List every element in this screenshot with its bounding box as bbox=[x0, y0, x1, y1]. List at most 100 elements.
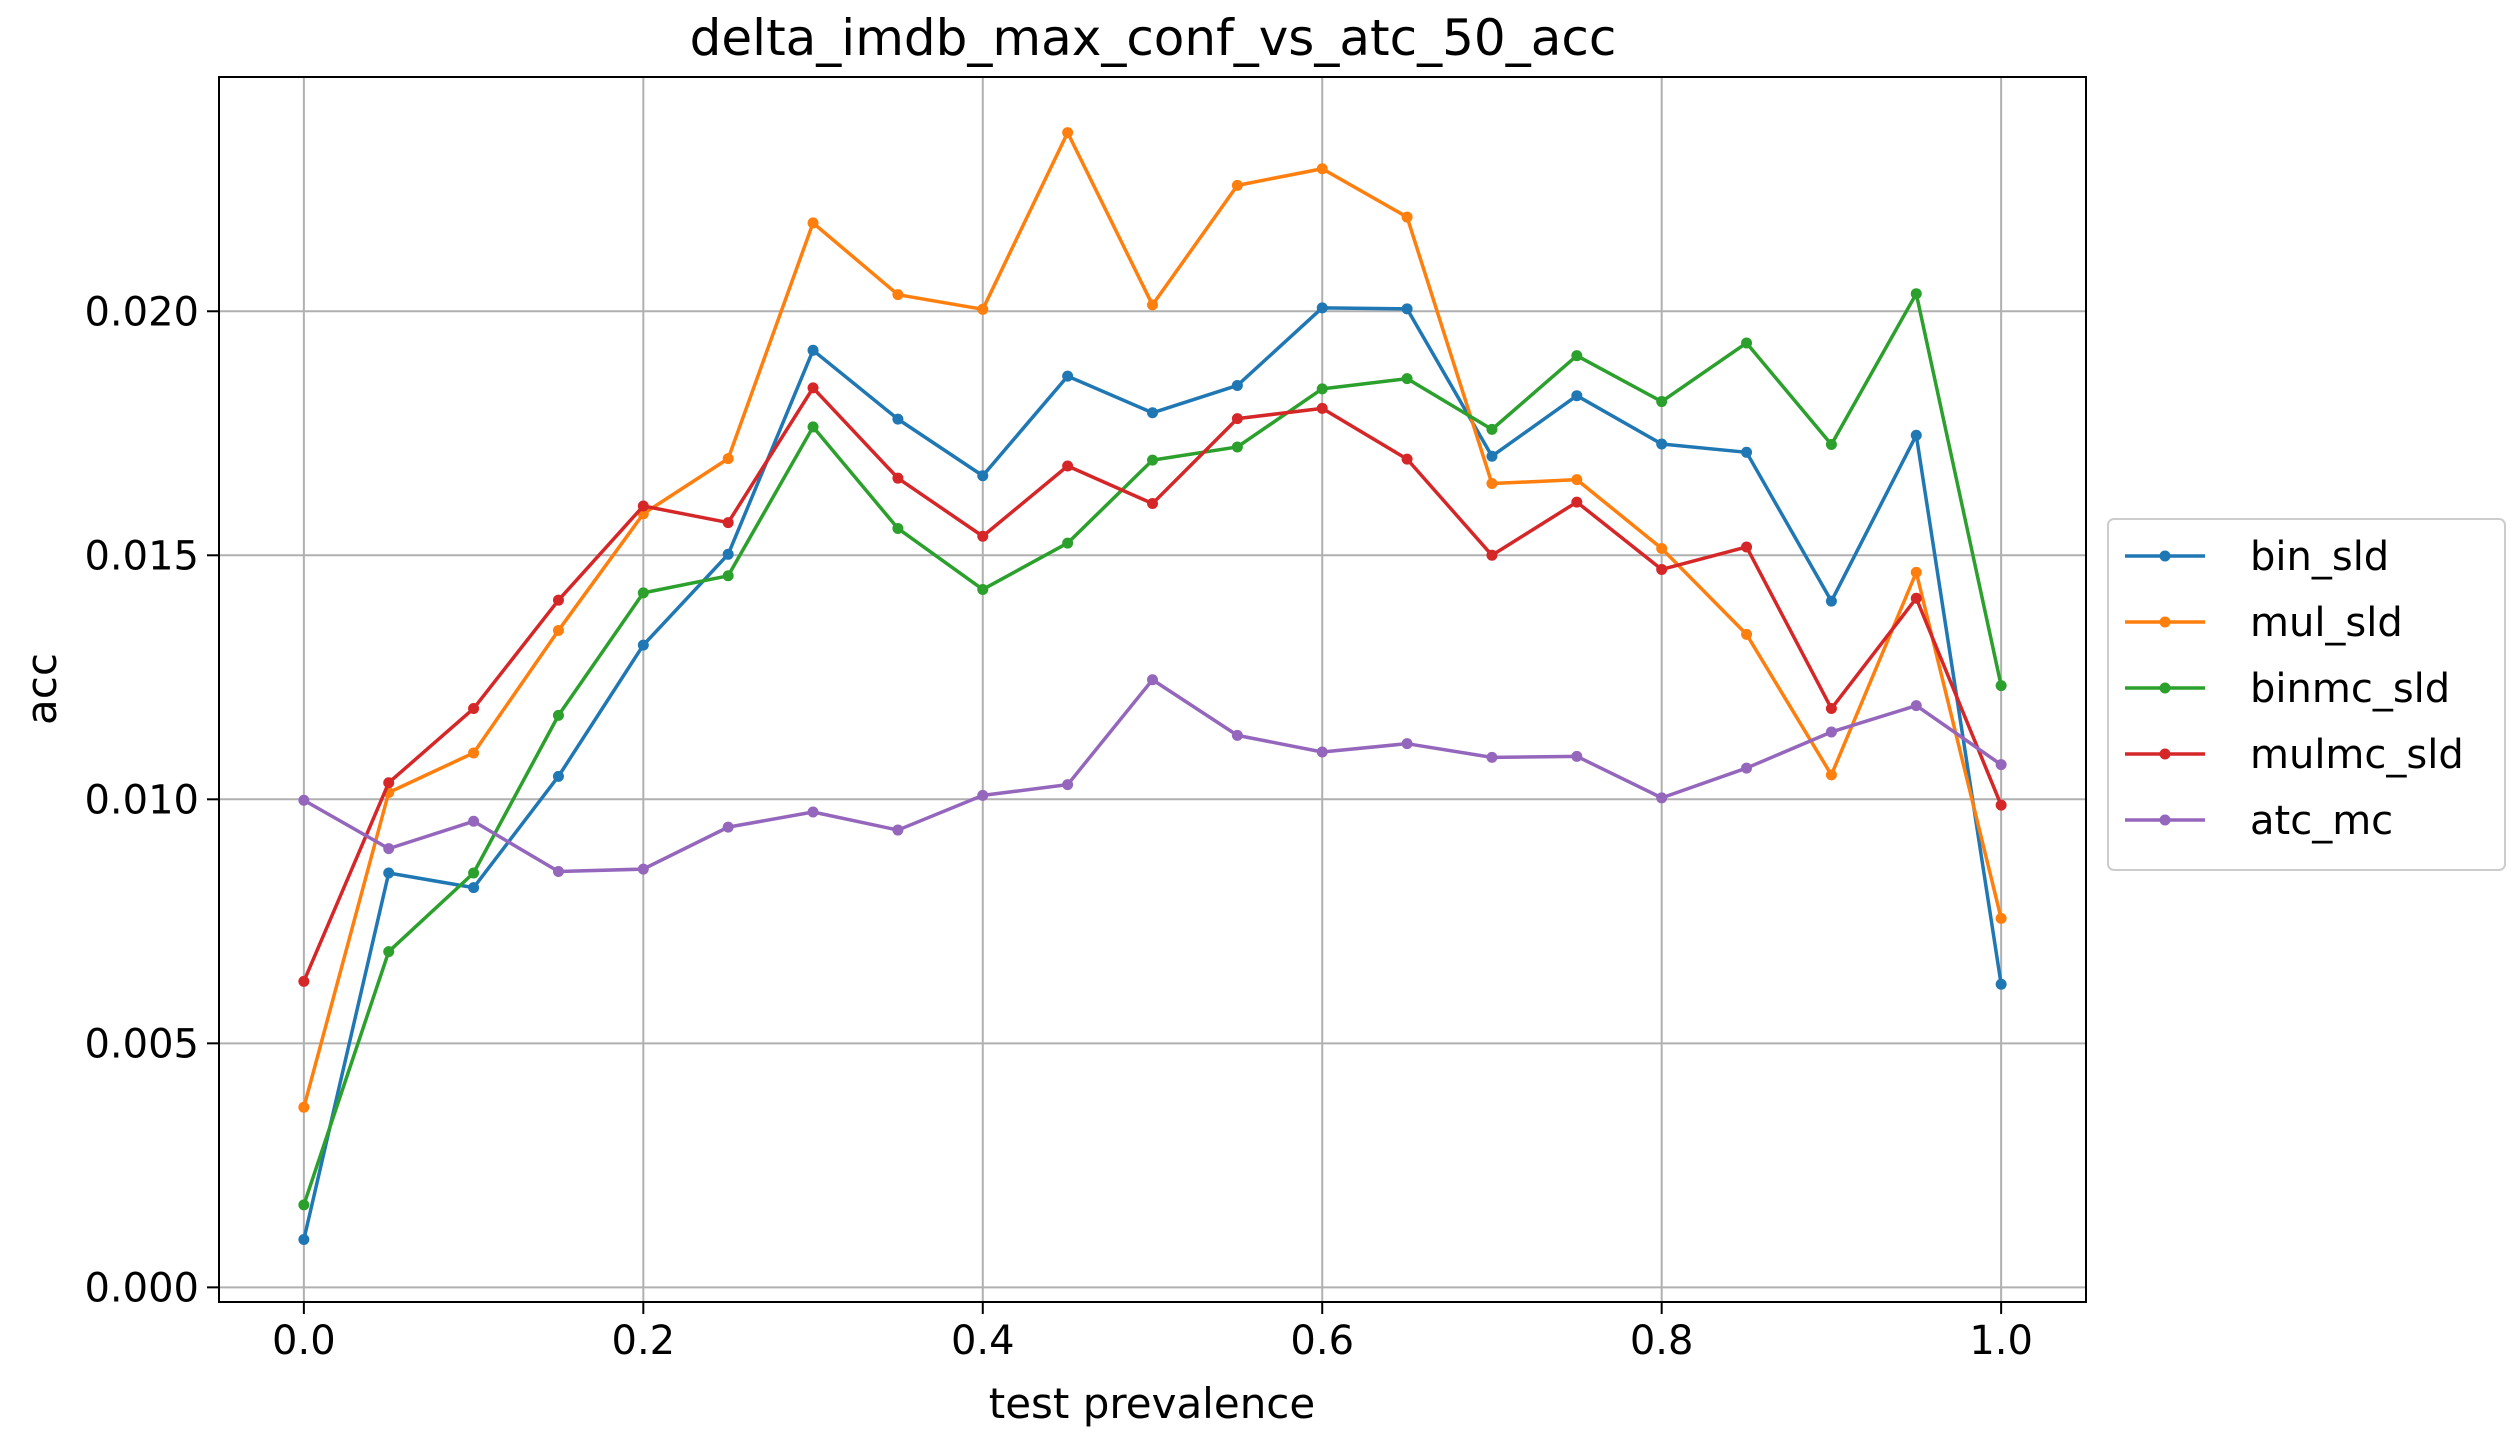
data-point-binmc_sld bbox=[722, 570, 734, 582]
data-point-binmc_sld bbox=[637, 587, 649, 599]
data-point-bin_sld bbox=[1571, 390, 1583, 402]
data-point-bin_sld bbox=[722, 548, 734, 560]
data-point-bin_sld bbox=[468, 882, 480, 894]
series-binmc_sld bbox=[298, 288, 2007, 1211]
data-point-bin_sld bbox=[1316, 302, 1328, 314]
grid-lines bbox=[219, 77, 2086, 1302]
data-point-bin_sld bbox=[1825, 595, 1837, 607]
legend-item-mul_sld: mul_sld bbox=[2125, 600, 2403, 646]
data-point-bin_sld bbox=[1995, 978, 2007, 990]
data-point-atc_mc bbox=[637, 863, 649, 875]
data-point-mulmc_sld bbox=[1147, 498, 1158, 510]
data-point-atc_mc bbox=[1231, 729, 1243, 741]
data-point-binmc_sld bbox=[1910, 288, 1922, 300]
legend-label-bin_sld: bin_sld bbox=[2250, 534, 2389, 580]
data-point-mulmc_sld bbox=[892, 472, 904, 484]
legend-marker-bin_sld bbox=[2159, 550, 2171, 562]
series-lines bbox=[298, 127, 2007, 1246]
data-point-mul_sld bbox=[1486, 478, 1498, 490]
x-tick-label: 0.0 bbox=[272, 1318, 336, 1364]
data-point-mulmc_sld bbox=[1062, 460, 1074, 472]
legend-item-atc_mc: atc_mc bbox=[2125, 798, 2393, 844]
data-point-mul_sld bbox=[1316, 163, 1328, 175]
legend-label-atc_mc: atc_mc bbox=[2250, 798, 2393, 844]
legend-item-bin_sld: bin_sld bbox=[2125, 534, 2389, 580]
data-point-mul_sld bbox=[807, 217, 819, 229]
data-point-mul_sld bbox=[1571, 474, 1583, 486]
legend-marker-binmc_sld bbox=[2159, 682, 2171, 694]
data-point-mul_sld bbox=[1401, 211, 1413, 223]
data-point-binmc_sld bbox=[892, 522, 904, 534]
data-point-mulmc_sld bbox=[468, 703, 480, 715]
series-mulmc_sld bbox=[298, 382, 2007, 987]
data-point-binmc_sld bbox=[977, 583, 989, 595]
data-point-binmc_sld bbox=[468, 867, 480, 879]
data-point-bin_sld bbox=[298, 1234, 310, 1246]
data-point-mulmc_sld bbox=[383, 777, 395, 789]
axes: 0.0 0.2 0.4 0.6 0.8 1.0 0.000 0.005 0.010 0.015 0.… bbox=[84, 289, 2032, 1364]
legend-item-mulmc_sld: mulmc_sld bbox=[2125, 732, 2464, 778]
data-point-atc_mc bbox=[468, 815, 480, 827]
legend-marker-atc_mc bbox=[2159, 814, 2171, 826]
data-point-mul_sld bbox=[892, 289, 904, 301]
data-point-binmc_sld bbox=[1147, 454, 1158, 466]
data-point-binmc_sld bbox=[1401, 373, 1413, 385]
data-point-mulmc_sld bbox=[298, 975, 310, 987]
data-point-atc_mc bbox=[1486, 751, 1498, 763]
data-point-mulmc_sld bbox=[637, 500, 649, 512]
data-point-atc_mc bbox=[552, 866, 564, 878]
x-tick-label: 0.2 bbox=[612, 1318, 676, 1364]
data-point-atc_mc bbox=[977, 789, 989, 801]
data-point-mulmc_sld bbox=[807, 382, 819, 394]
x-tick-label: 0.4 bbox=[951, 1318, 1015, 1364]
legend-item-binmc_sld: binmc_sld bbox=[2125, 666, 2450, 712]
legend-marker-mulmc_sld bbox=[2159, 748, 2171, 760]
data-point-atc_mc bbox=[1825, 726, 1837, 738]
data-point-bin_sld bbox=[1656, 438, 1668, 450]
data-point-binmc_sld bbox=[807, 421, 819, 433]
x-axis-label: test prevalence bbox=[989, 1379, 1316, 1428]
data-point-atc_mc bbox=[722, 821, 734, 833]
data-point-bin_sld bbox=[1741, 446, 1753, 458]
legend-label-mulmc_sld: mulmc_sld bbox=[2250, 732, 2464, 778]
data-point-mulmc_sld bbox=[1316, 402, 1328, 414]
data-point-mulmc_sld bbox=[1656, 563, 1668, 575]
data-point-binmc_sld bbox=[552, 709, 564, 721]
data-point-bin_sld bbox=[807, 344, 819, 356]
data-point-mul_sld bbox=[298, 1101, 310, 1113]
data-point-bin_sld bbox=[1910, 429, 1922, 441]
data-point-mul_sld bbox=[1741, 628, 1753, 640]
y-tick-label: 0.000 bbox=[84, 1265, 199, 1311]
x-tick-label: 0.8 bbox=[1630, 1318, 1694, 1364]
data-point-mulmc_sld bbox=[977, 530, 989, 542]
x-tick-label: 0.6 bbox=[1290, 1318, 1354, 1364]
data-point-mulmc_sld bbox=[722, 517, 734, 529]
data-point-mul_sld bbox=[468, 747, 480, 759]
y-tick-label: 0.015 bbox=[84, 533, 199, 579]
data-point-binmc_sld bbox=[298, 1199, 310, 1211]
data-point-binmc_sld bbox=[1656, 396, 1668, 408]
data-point-mulmc_sld bbox=[1995, 799, 2007, 811]
data-point-mul_sld bbox=[552, 624, 564, 636]
data-point-mul_sld bbox=[1231, 179, 1243, 191]
legend-label-binmc_sld: binmc_sld bbox=[2250, 666, 2450, 712]
data-point-atc_mc bbox=[1741, 762, 1753, 774]
data-point-atc_mc bbox=[1062, 779, 1074, 791]
data-point-mul_sld bbox=[722, 453, 734, 465]
data-point-binmc_sld bbox=[1062, 537, 1074, 549]
data-point-binmc_sld bbox=[1571, 350, 1583, 362]
data-point-bin_sld bbox=[637, 639, 649, 651]
data-point-atc_mc bbox=[1401, 738, 1413, 750]
data-point-mulmc_sld bbox=[1231, 413, 1243, 425]
data-point-mulmc_sld bbox=[1741, 541, 1753, 553]
x-tick-label: 1.0 bbox=[1969, 1318, 2033, 1364]
data-point-binmc_sld bbox=[1995, 680, 2007, 692]
data-point-mul_sld bbox=[1656, 542, 1668, 554]
data-point-binmc_sld bbox=[1825, 439, 1837, 450]
legend-label-mul_sld: mul_sld bbox=[2250, 600, 2403, 646]
data-point-atc_mc bbox=[1571, 750, 1583, 762]
data-point-atc_mc bbox=[1656, 792, 1668, 804]
data-point-binmc_sld bbox=[1486, 423, 1498, 435]
